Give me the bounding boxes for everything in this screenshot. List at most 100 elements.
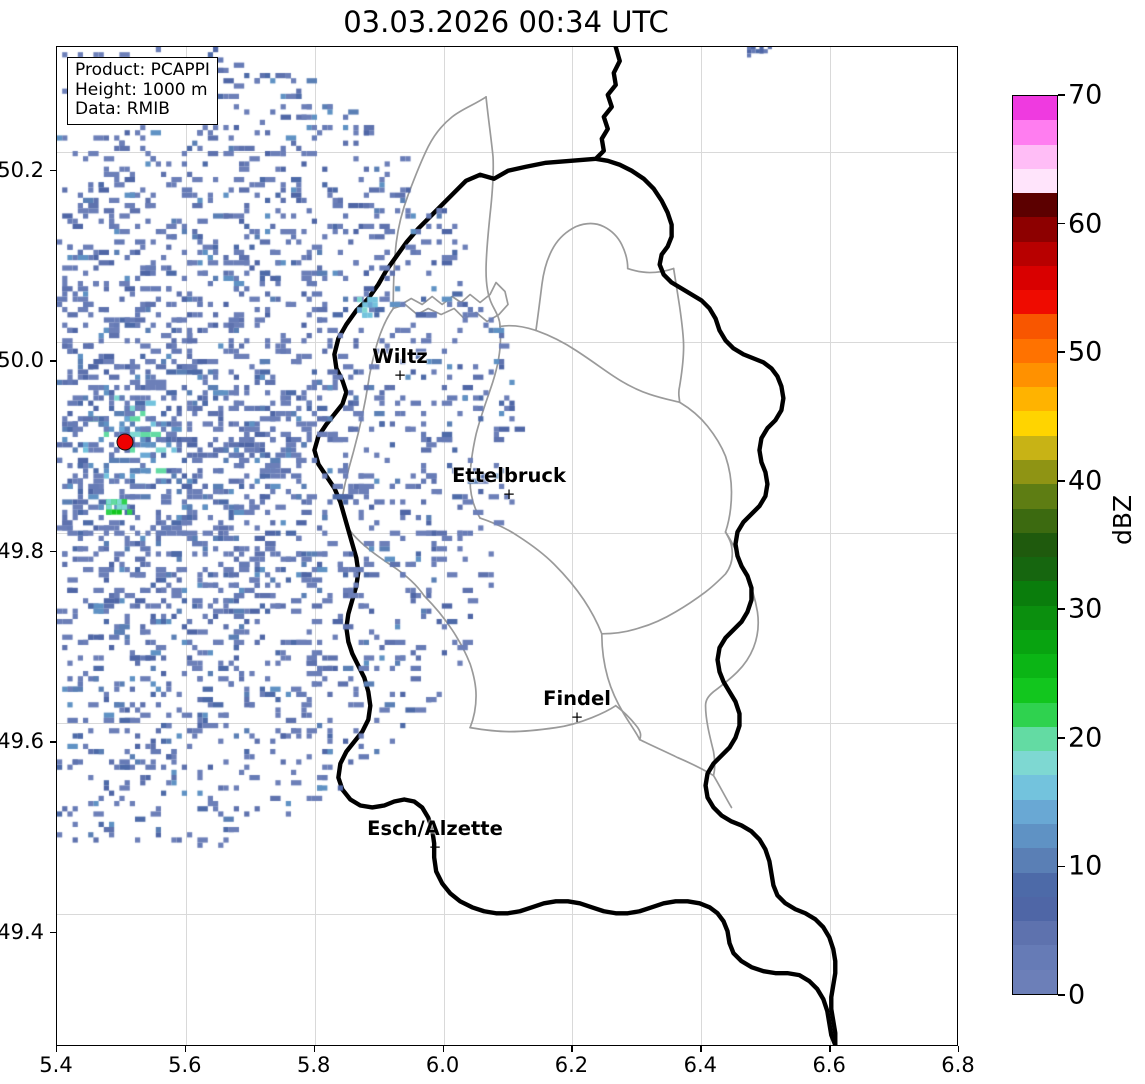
colorbar-band — [1013, 193, 1057, 218]
x-tick-label: 6.8 — [941, 1053, 975, 1077]
colorbar-band — [1013, 726, 1057, 752]
colorbar-tick-label: 10 — [1068, 850, 1103, 882]
colorbar-band — [1013, 532, 1057, 558]
x-tick — [958, 1046, 960, 1052]
x-tick — [571, 1046, 573, 1052]
colorbar-tick-label: 40 — [1068, 465, 1103, 497]
x-tick-label: 5.4 — [39, 1053, 73, 1077]
x-tick-label: 5.8 — [297, 1053, 331, 1077]
x-tick-label: 5.6 — [168, 1053, 202, 1077]
colorbar-band — [1013, 969, 1057, 994]
city-name: Esch/Alzette — [367, 817, 503, 840]
city-name: Ettelbruck — [452, 464, 566, 487]
x-tick — [829, 1046, 831, 1052]
colorbar-tick — [1058, 94, 1065, 96]
city-marker: + — [428, 838, 442, 856]
colorbar-band — [1013, 144, 1057, 169]
colorbar-tick — [1058, 608, 1065, 611]
colorbar-tick-label: 60 — [1068, 208, 1103, 240]
colorbar-tick — [1058, 479, 1065, 482]
colorbar-band — [1013, 168, 1057, 194]
colorbar-band — [1013, 508, 1057, 533]
colorbar-band — [1013, 848, 1057, 873]
colorbar-band — [1013, 605, 1057, 630]
colorbar-band — [1013, 799, 1057, 824]
colorbar-tick — [1058, 351, 1065, 353]
x-tick — [313, 1046, 316, 1052]
colorbar-band — [1013, 872, 1057, 897]
colorbar-band — [1013, 411, 1057, 436]
colorbar-tick — [1058, 994, 1065, 996]
page-title: 03.03.2026 00:34 UTC — [343, 5, 669, 39]
colorbar-tick — [1058, 737, 1065, 739]
city-label-findel: Findel + — [543, 687, 611, 725]
colorbar-band — [1013, 557, 1057, 582]
colorbar-band — [1013, 629, 1057, 655]
city-name: Wiltz — [372, 345, 428, 368]
colorbar-band — [1013, 678, 1057, 703]
colorbar-band — [1013, 338, 1057, 363]
colorbar-band — [1013, 581, 1057, 606]
colorbar — [1012, 95, 1058, 995]
colorbar-band — [1013, 362, 1057, 388]
city-name: Findel — [543, 687, 611, 710]
y-tick-label: 50.0 — [0, 348, 44, 373]
x-tick-label: 6.2 — [554, 1053, 589, 1077]
x-tick — [700, 1046, 702, 1052]
city-marker: + — [502, 485, 516, 503]
y-tick — [50, 169, 56, 172]
colorbar-band — [1013, 290, 1057, 315]
colorbar-tick — [1058, 222, 1065, 225]
city-label-esch-alzette: Esch/Alzette + — [367, 817, 503, 855]
colorbar-band — [1013, 751, 1057, 776]
y-tick-label: 50.2 — [0, 157, 44, 182]
y-tick — [50, 550, 56, 553]
colorbar-tick — [1058, 865, 1065, 868]
colorbar-tick-label: 0 — [1068, 979, 1086, 1011]
city-marker: + — [393, 366, 407, 384]
colorbar-band — [1013, 96, 1057, 121]
city-label-wiltz: Wiltz + — [372, 345, 428, 383]
y-tick — [50, 931, 56, 934]
city-marker: + — [570, 708, 584, 726]
radar-echo-layer — [57, 47, 957, 1045]
colorbar-band — [1013, 702, 1057, 727]
x-tick-label: 6.4 — [683, 1053, 717, 1077]
colorbar-tick-label: 20 — [1068, 722, 1103, 754]
radar-map-plot: Wiltz + Ettelbruck + Findel + Esch/Alzet… — [56, 46, 958, 1046]
y-tick-label: 49.8 — [0, 538, 44, 563]
info-product: Product: PCAPPI — [75, 60, 210, 80]
colorbar-band — [1013, 775, 1057, 800]
colorbar-band — [1013, 314, 1057, 339]
x-tick — [56, 1046, 58, 1052]
y-tick-label: 49.6 — [0, 729, 44, 754]
colorbar-tick-label: 30 — [1068, 593, 1103, 625]
colorbar-band — [1013, 945, 1057, 970]
y-tick-label: 49.4 — [0, 919, 44, 944]
colorbar-band — [1013, 921, 1057, 946]
colorbar-band — [1013, 120, 1057, 145]
colorbar-band — [1013, 823, 1057, 849]
colorbar-tick-label: 50 — [1068, 336, 1103, 368]
x-tick-label: 6.0 — [425, 1053, 460, 1077]
city-label-ettelbruck: Ettelbruck + — [452, 464, 566, 502]
y-tick — [50, 741, 56, 743]
colorbar-band — [1013, 435, 1057, 460]
colorbar-band — [1013, 241, 1057, 266]
colorbar-tick-label: 70 — [1068, 79, 1103, 111]
colorbar-band — [1013, 459, 1057, 485]
x-tick — [442, 1046, 444, 1052]
colorbar-band — [1013, 387, 1057, 412]
info-box: Product: PCAPPI Height: 1000 m Data: RMI… — [67, 57, 218, 126]
colorbar-band — [1013, 265, 1057, 291]
x-tick — [184, 1046, 187, 1052]
colorbar-band — [1013, 217, 1057, 242]
x-tick-label: 6.6 — [812, 1053, 846, 1077]
y-tick — [50, 360, 56, 362]
colorbar-unit-label: dBZ — [1108, 494, 1137, 545]
radar-site-marker — [116, 433, 134, 451]
info-data: Data: RMIB — [75, 99, 170, 120]
info-height: Height: 1000 m — [75, 79, 208, 100]
colorbar-band — [1013, 896, 1057, 922]
colorbar-band — [1013, 654, 1057, 679]
